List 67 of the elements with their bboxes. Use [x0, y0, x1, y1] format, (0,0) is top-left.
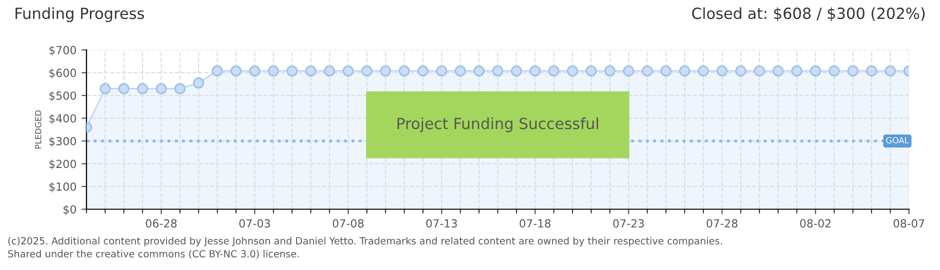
- point: [268, 65, 279, 76]
- x-tick-label: 08-07: [894, 219, 924, 228]
- point: [530, 65, 541, 76]
- point: [810, 65, 822, 76]
- point: [305, 65, 316, 76]
- x-tick-label: 07-03: [239, 219, 270, 228]
- y-tick-label: $200: [49, 160, 76, 170]
- y-tick-label: $0: [64, 205, 76, 216]
- point: [866, 65, 878, 76]
- point: [454, 65, 466, 76]
- y-tick-label: $300: [49, 136, 76, 147]
- point: [324, 65, 336, 76]
- y-axis-title: PLEDGED: [35, 110, 42, 149]
- y-tick-label: $600: [49, 68, 76, 79]
- point: [156, 83, 167, 94]
- point: [791, 65, 802, 76]
- point: [249, 65, 260, 76]
- point: [174, 83, 186, 94]
- point: [230, 65, 242, 76]
- point: [548, 65, 560, 76]
- point: [604, 65, 616, 76]
- point: [380, 65, 392, 76]
- point: [417, 65, 429, 76]
- point: [847, 65, 858, 76]
- point: [623, 65, 634, 76]
- y-tick-label: $100: [49, 182, 76, 192]
- point: [510, 65, 522, 76]
- point: [884, 65, 896, 76]
- chart-title: Funding Progress: [16, 7, 144, 22]
- x-tick-label: 07-28: [706, 219, 738, 228]
- point: [642, 65, 653, 76]
- point: [100, 83, 111, 94]
- point: [828, 65, 840, 76]
- x-tick-label: 07-23: [613, 219, 644, 228]
- point: [660, 65, 672, 76]
- x-tick-label: 07-18: [520, 219, 550, 228]
- y-tick-label: $700: [49, 46, 76, 56]
- point: [286, 65, 298, 76]
- point: [679, 65, 690, 76]
- point: [137, 83, 148, 94]
- point: [716, 65, 728, 76]
- y-tick-label: $400: [49, 114, 76, 124]
- point: [735, 65, 746, 76]
- point: [698, 65, 709, 76]
- point: [398, 65, 410, 76]
- point: [473, 65, 485, 76]
- chart-subtitle: Closed at: $608 / $300 (202%): [692, 7, 925, 22]
- text: Shared under the creative commons (CC BY-NC 3.0) license.: [8, 250, 299, 259]
- point: [754, 65, 765, 76]
- y-tick-label: $500: [49, 91, 76, 102]
- point: [193, 77, 204, 89]
- point: [436, 65, 448, 76]
- x-tick-label: 07-08: [332, 219, 364, 228]
- point: [342, 65, 354, 76]
- point: [212, 65, 223, 76]
- text: (c)2025. Additional content provided by Jesse Johnson and Daniel Yetto. Trademarks and related content are owned by their respective companies.: [8, 236, 722, 246]
- point: [118, 83, 130, 94]
- point: [566, 65, 578, 76]
- point: [361, 65, 372, 76]
- x-tick-label: 07-13: [426, 219, 457, 228]
- x-tick-label: 06-28: [146, 219, 177, 228]
- ref-line-label: GOAL: [886, 137, 909, 144]
- point: [772, 65, 784, 76]
- point: [586, 65, 597, 76]
- annotation: Project Funding Successful: [398, 117, 598, 132]
- x-tick-label: 08-02: [800, 219, 831, 228]
- point: [492, 65, 504, 76]
